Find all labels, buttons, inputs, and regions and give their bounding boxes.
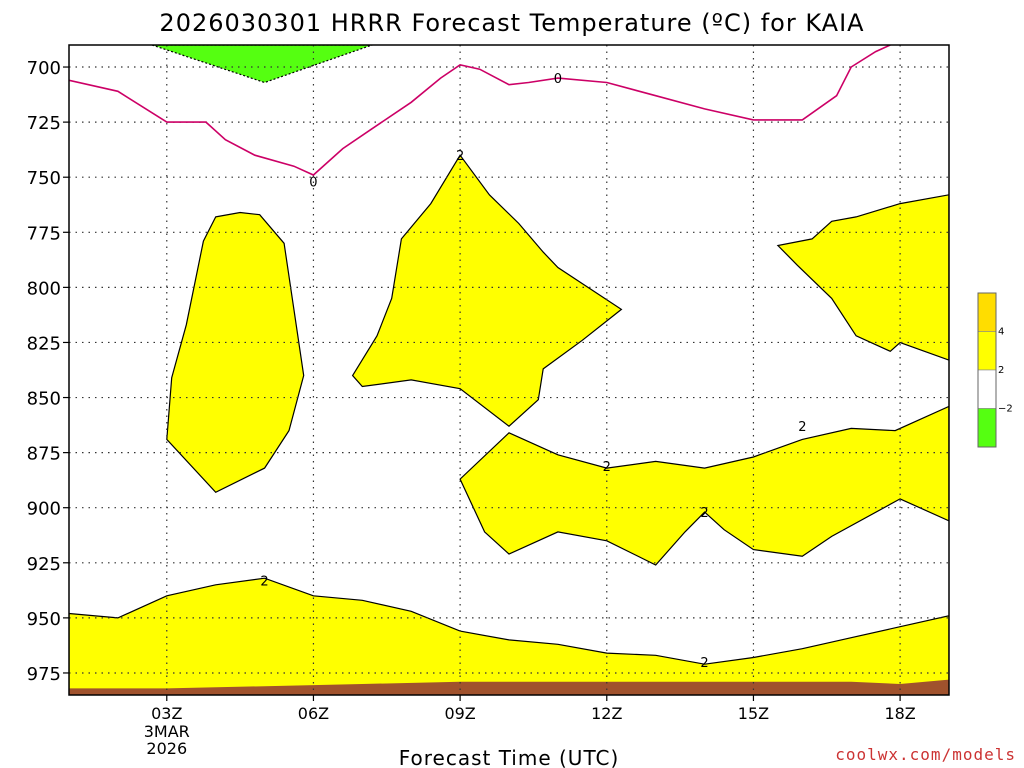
plot-frame xyxy=(68,44,950,696)
ground xyxy=(69,679,949,695)
legend-swatch xyxy=(977,292,997,332)
legend-frame xyxy=(977,292,997,448)
contour-label: 0 xyxy=(309,176,317,191)
contour-label: 2 xyxy=(700,656,708,671)
y-tick-label: 825 xyxy=(27,333,61,354)
y-tick-label: 850 xyxy=(27,389,61,410)
warm-layer-e xyxy=(69,577,949,695)
contour-label: 2 xyxy=(260,574,268,589)
warm-blob-c xyxy=(776,194,949,361)
watermark: coolwx.com/models xyxy=(835,745,1016,764)
warm-blob-b xyxy=(351,154,623,427)
y-tick-label: 775 xyxy=(27,223,61,244)
contour-label: 2 xyxy=(798,420,806,435)
legend-label: 4 xyxy=(998,327,1004,338)
y-tick-label: 800 xyxy=(27,278,61,299)
legend-swatch xyxy=(977,369,997,409)
legend-label: −2 xyxy=(998,404,1013,415)
legend-label: 2 xyxy=(998,365,1004,376)
x-tick-label: 03Z xyxy=(151,704,182,723)
y-tick-label: 700 xyxy=(27,58,61,79)
contour-label: 2 xyxy=(700,506,708,521)
y-tick-label: 950 xyxy=(27,609,61,630)
legend-swatch xyxy=(977,331,997,371)
y-tick-label: 725 xyxy=(27,113,61,134)
x-tick-label: 12Z xyxy=(591,704,622,723)
contour-label: 2 xyxy=(603,460,611,475)
chart-title: 2026030301 HRRR Forecast Temperature (ºC… xyxy=(159,9,864,37)
x-tick-label: 18Z xyxy=(884,704,915,723)
x-axis-label: Forecast Time (UTC) xyxy=(399,746,620,768)
x-tick-label: 09Z xyxy=(444,704,475,723)
warm-blob-a xyxy=(166,211,305,494)
zero-degree-contour xyxy=(69,45,891,176)
contour-label: 0 xyxy=(554,72,562,87)
cold-region xyxy=(151,45,373,84)
contour-label: 2 xyxy=(456,149,464,164)
y-tick-label: 875 xyxy=(27,444,61,465)
y-tick-label: 900 xyxy=(27,499,61,520)
x-tick-label: 15Z xyxy=(738,704,769,723)
x-tick-label: 06Z xyxy=(298,704,329,723)
y-tick-label: 975 xyxy=(27,664,61,685)
y-tick-label: 925 xyxy=(27,554,61,575)
legend-swatch xyxy=(977,408,997,448)
x-tick-sublabel: 3MAR xyxy=(144,722,190,741)
warm-band-d xyxy=(459,405,949,566)
y-tick-label: 750 xyxy=(27,168,61,189)
color-legend: 4 2 −2 xyxy=(977,292,1013,448)
x-tick-sublabel: 2026 xyxy=(146,739,187,758)
